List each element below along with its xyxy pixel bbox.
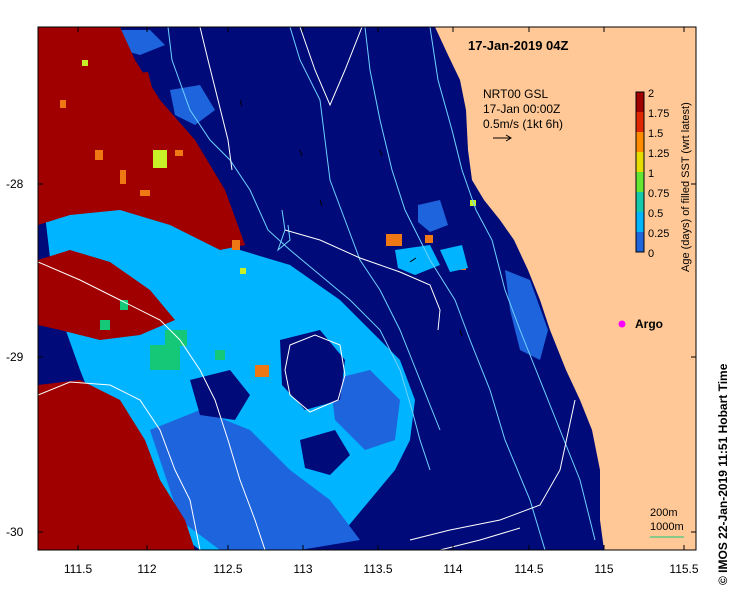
colorbar-segment xyxy=(636,152,644,172)
current-vectors xyxy=(239,99,463,337)
colorbar-tick-label: 1 xyxy=(648,168,654,180)
vector-legend-line-3: 0.5m/s (1kt 6h) xyxy=(483,117,563,131)
colorbar-frame xyxy=(635,91,645,253)
map-title: 17-Jan-2019 04Z xyxy=(468,38,569,53)
argo-label: Argo xyxy=(635,317,663,331)
colorbar-tick-label: 0.5 xyxy=(648,208,663,220)
colorbar-segment xyxy=(636,172,644,192)
mid-blue-region-east xyxy=(330,370,400,450)
x-axis-labels: 111.5 112 112.5 113 113.5 114 114.5 115 … xyxy=(64,562,699,576)
y-axis-labels: -28 -29 -30 xyxy=(6,177,24,539)
colorbar-label: Age (days) of filled SST (wrt latest) xyxy=(680,102,692,272)
red-patch-offshore xyxy=(118,72,155,110)
colorbar-segment xyxy=(636,92,644,112)
contour-legend: 200m 1000m xyxy=(650,507,684,538)
red-region-mid xyxy=(38,250,175,340)
plot-frame xyxy=(37,26,697,551)
vector-legend-line-2: 17-Jan 00:00Z xyxy=(483,102,560,116)
colorbar-tick-label: 0.75 xyxy=(648,188,669,200)
y-tick-label: -28 xyxy=(6,177,24,191)
x-tick-label: 114 xyxy=(443,562,462,576)
coastal-clusters xyxy=(395,200,468,275)
argo-float[interactable]: Argo xyxy=(618,317,664,331)
yellow-green-speckles xyxy=(82,60,476,274)
colorbar-segment xyxy=(636,192,644,212)
colorbar-tick-label: 1.5 xyxy=(648,128,663,140)
colorbar-tick-label: 1.25 xyxy=(648,148,669,160)
x-tick-label: 114.5 xyxy=(514,562,543,576)
colorbar: 2 1.75 1.5 1.25 1 0.75 0.5 0.25 0 Age (d… xyxy=(635,88,692,272)
vector-arrowhead xyxy=(505,134,512,142)
dark-ocean-pocket-1 xyxy=(280,330,345,410)
contour-legend-1000m: 1000m xyxy=(650,521,684,533)
map-area xyxy=(38,27,696,550)
y-tick-label: -29 xyxy=(6,350,24,364)
colorbar-tick-label: 1.75 xyxy=(648,108,669,120)
x-tick-label: 115.5 xyxy=(669,562,698,576)
colorbar-tick-label: 0.25 xyxy=(648,228,669,240)
colorbar-segment xyxy=(636,112,644,132)
y-tick-label: -30 xyxy=(6,525,24,539)
red-region-south xyxy=(38,380,195,550)
colorbar-segment xyxy=(636,212,644,232)
vector-legend-line-1: NRT00 GSL xyxy=(483,87,548,101)
red-region-north xyxy=(38,27,245,250)
mid-blue-region-northeast xyxy=(170,85,215,125)
argo-marker-icon xyxy=(618,320,626,328)
colorbar-tick-label: 2 xyxy=(648,88,654,100)
mid-blue-region-south xyxy=(150,410,360,550)
x-tick-label: 112.5 xyxy=(213,562,242,576)
x-tick-label: 112 xyxy=(137,562,156,576)
x-tick-label: 113 xyxy=(293,562,312,576)
x-tick-label: 113.5 xyxy=(363,562,392,576)
dark-ocean-pocket-3 xyxy=(300,430,350,475)
contour-legend-200m: 200m xyxy=(650,507,678,519)
colorbar-tick-label: 0 xyxy=(648,248,654,260)
colorbar-segment xyxy=(636,132,644,152)
imos-credit: © IMOS 22-Jan-2019 11:51 Hobart Time xyxy=(716,363,730,585)
colorbar-segment xyxy=(636,232,644,252)
x-tick-label: 115 xyxy=(594,562,613,576)
x-tick-label: 111.5 xyxy=(64,562,93,576)
axis-ticks xyxy=(38,27,696,550)
current-streamlines xyxy=(38,27,576,550)
land-western-australia xyxy=(435,27,696,550)
bathymetry-contours xyxy=(167,27,596,550)
dark-ocean-pocket-2 xyxy=(190,370,250,420)
vector-scale-legend: NRT00 GSL 17-Jan 00:00Z 0.5m/s (1kt 6h) xyxy=(483,87,563,142)
mid-blue-region-coast xyxy=(505,270,548,360)
